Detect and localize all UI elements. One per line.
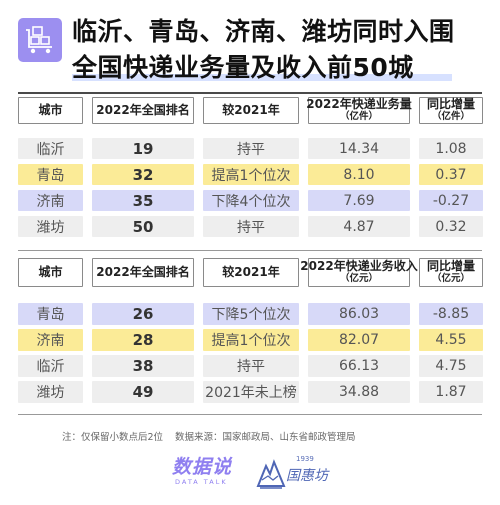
cell-metric: 34.88 xyxy=(308,381,410,403)
cell-rank: 32 xyxy=(92,164,194,185)
brand-year: 1939 xyxy=(296,455,314,463)
divider xyxy=(18,92,482,94)
brand-name: 数据说 xyxy=(172,456,233,478)
cell-vs2021: 提高1个位次 xyxy=(203,164,299,185)
cell-growth: -8.85 xyxy=(419,303,483,325)
cell-metric: 86.03 xyxy=(308,303,410,325)
brand-subtitle: DATA TALK xyxy=(175,478,228,486)
cell-metric: 7.69 xyxy=(308,190,410,211)
brand-logo-guohuifang: 1939 国惠坊 xyxy=(256,454,336,494)
brand-logo-data-talk: 数据说 DATA TALK xyxy=(172,452,246,492)
cell-rank: 35 xyxy=(92,190,194,211)
header-growth: 同比增量 （亿元） xyxy=(419,258,483,287)
cell-vs2021: 提高1个位次 xyxy=(203,329,299,351)
cell-metric: 8.10 xyxy=(308,164,410,185)
cell-city: 济南 xyxy=(18,329,83,351)
table-row: 青岛 26 下降5个位次 86.03 -8.85 xyxy=(0,303,500,325)
delivery-cart-icon xyxy=(18,18,62,62)
cell-city: 潍坊 xyxy=(18,216,83,237)
header-city: 城市 xyxy=(18,97,83,124)
cell-city: 青岛 xyxy=(18,164,83,185)
header-city: 城市 xyxy=(18,258,83,287)
cell-city: 潍坊 xyxy=(18,381,83,403)
cell-rank: 38 xyxy=(92,355,194,377)
cell-vs2021: 持平 xyxy=(203,138,299,159)
table-header-row: 城市 2022年全国排名 较2021年 2022年快递业务收入 （亿元） 同比增… xyxy=(0,258,500,287)
header-growth: 同比增量 （亿件） xyxy=(419,97,483,124)
header-metric: 2022年快递业务量 （亿件） xyxy=(306,97,412,124)
cell-vs2021: 持平 xyxy=(203,216,299,237)
cell-rank: 50 xyxy=(92,216,194,237)
table-row: 济南 35 下降4个位次 7.69 -0.27 xyxy=(0,190,500,211)
cell-rank: 26 xyxy=(92,303,194,325)
header: 临沂、青岛、济南、潍坊同时入围 全国快递业务量及收入前50城 xyxy=(0,0,500,88)
table-row: 临沂 19 持平 14.34 1.08 xyxy=(0,138,500,159)
header-rank: 2022年全国排名 xyxy=(92,258,194,287)
cell-rank: 49 xyxy=(92,381,194,403)
mountain-logo-icon xyxy=(256,459,286,489)
cell-metric: 82.07 xyxy=(308,329,410,351)
table-row: 潍坊 49 2021年未上榜 34.88 1.87 xyxy=(0,381,500,403)
cell-city: 青岛 xyxy=(18,303,83,325)
header-vs2021: 较2021年 xyxy=(203,258,299,287)
table-header-row: 城市 2022年全国排名 较2021年 2022年快递业务量 （亿件） 同比增量… xyxy=(0,97,500,124)
cell-growth: 1.08 xyxy=(419,138,483,159)
cell-growth: 0.37 xyxy=(419,164,483,185)
table-row: 临沂 38 持平 66.13 4.75 xyxy=(0,355,500,377)
footnote-note: 注：仅保留小数点后2位 xyxy=(62,432,164,443)
page-title-line1: 临沂、青岛、济南、潍坊同时入围 xyxy=(72,17,455,46)
cell-vs2021: 下降5个位次 xyxy=(203,303,299,325)
footnote-source: 数据来源：国家邮政局、山东省邮政管理局 xyxy=(175,432,356,443)
cell-vs2021: 下降4个位次 xyxy=(203,190,299,211)
brand-name: 国惠坊 xyxy=(286,468,328,484)
cell-vs2021: 2021年未上榜 xyxy=(203,381,299,403)
header-metric: 2022年快递业务收入 （亿元） xyxy=(300,258,418,287)
cell-growth: 4.55 xyxy=(419,329,483,351)
cell-city: 济南 xyxy=(18,190,83,211)
cell-rank: 28 xyxy=(92,329,194,351)
cell-city: 临沂 xyxy=(18,138,83,159)
page-title-line2: 全国快递业务量及收入前50城 xyxy=(72,53,414,82)
cell-growth: -0.27 xyxy=(419,190,483,211)
table-row: 济南 28 提高1个位次 82.07 4.55 xyxy=(0,329,500,351)
cell-city: 临沂 xyxy=(18,355,83,377)
cell-rank: 19 xyxy=(92,138,194,159)
table-row: 青岛 32 提高1个位次 8.10 0.37 xyxy=(0,164,500,185)
cell-growth: 0.32 xyxy=(419,216,483,237)
header-rank: 2022年全国排名 xyxy=(92,97,194,124)
cell-vs2021: 持平 xyxy=(203,355,299,377)
cell-growth: 1.87 xyxy=(419,381,483,403)
cell-metric: 66.13 xyxy=(308,355,410,377)
divider xyxy=(18,414,482,415)
cell-metric: 14.34 xyxy=(308,138,410,159)
cell-metric: 4.87 xyxy=(308,216,410,237)
cell-growth: 4.75 xyxy=(419,355,483,377)
divider xyxy=(18,250,482,251)
header-vs2021: 较2021年 xyxy=(203,97,299,124)
table-row: 潍坊 50 持平 4.87 0.32 xyxy=(0,216,500,237)
